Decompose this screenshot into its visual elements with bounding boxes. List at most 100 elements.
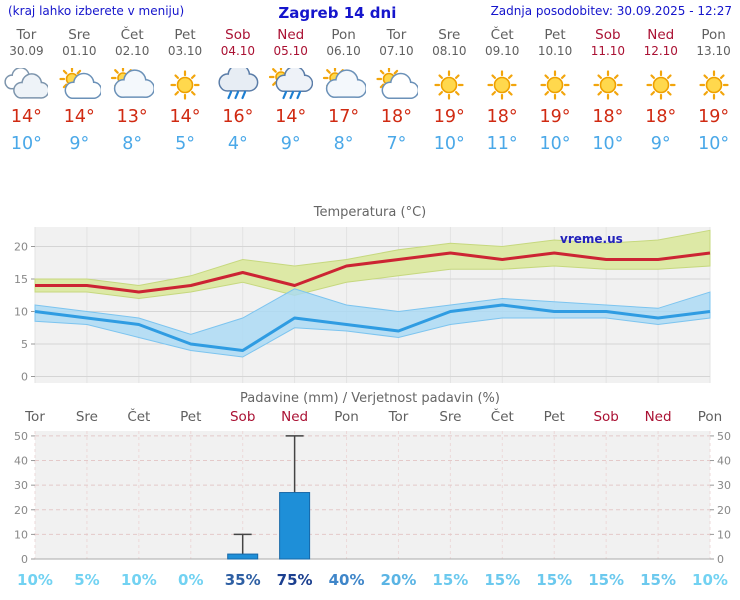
- temp-y-tick: 20: [14, 241, 28, 254]
- day-date: 09.10: [484, 44, 520, 58]
- day-date: 03.10: [167, 44, 203, 58]
- precip-y-tick-left: 40: [14, 455, 28, 468]
- day-date: 12.10: [643, 44, 678, 58]
- precip-day-label: Ned: [281, 409, 308, 425]
- precip-probability: 75%: [277, 571, 313, 589]
- day-date: 30.09: [9, 44, 44, 58]
- precipitation-section: Padavine (mm) / Verjetnost padavin (%) T…: [0, 390, 740, 593]
- day-min-temp: 5°: [175, 134, 195, 154]
- tmin-line: [34, 303, 711, 352]
- day-max-temp: 18°: [592, 107, 624, 127]
- precip-day-label: Sob: [593, 409, 618, 425]
- precipitation-chart-title: Padavine (mm) / Verjetnost padavin (%): [240, 391, 500, 406]
- precip-y-tick-left: 50: [14, 430, 28, 443]
- page-header: (kraj lahko izberete v meniju) Zagreb 14…: [0, 0, 740, 22]
- precip-y-tick-left: 30: [14, 479, 28, 492]
- precip-day-label: Ned: [645, 409, 672, 425]
- day-name: Ned: [277, 27, 305, 43]
- precip-day-label: Pet: [180, 409, 201, 425]
- precip-y-tick-right: 30: [717, 479, 731, 492]
- day-name: Tor: [386, 27, 407, 43]
- day-name: Sre: [438, 27, 461, 43]
- precip-y-tick-left: 20: [14, 504, 28, 517]
- precip-y-tick-right: 0: [717, 553, 724, 566]
- day-name: Sob: [595, 27, 621, 43]
- day-column: Sre 08.10 19° 10°: [423, 27, 476, 154]
- day-min-temp: 7°: [386, 134, 407, 154]
- day-min-temp: 8°: [122, 134, 143, 154]
- precipitation-chart: Tor Sre Čet Pet Sob Ned Pon Tor Sre Čet Pet Sob Ned P…: [14, 407, 731, 589]
- day-column: Sob 11.10 18° 10°: [581, 27, 634, 154]
- partly-cloudy-icon: [59, 68, 102, 99]
- day-date: 10.10: [537, 44, 573, 58]
- temp-y-tick: 10: [14, 306, 28, 319]
- menu-hint: (kraj lahko izberete v meniju): [8, 4, 185, 18]
- day-date: 01.10: [62, 44, 97, 58]
- temp-y-tick: 0: [21, 371, 28, 384]
- precip-probability: 40%: [329, 571, 365, 589]
- day-max-temp: 14°: [63, 107, 95, 127]
- precip-day-label: Sre: [439, 409, 461, 425]
- day-column: Pet 10.10 19° 10°: [529, 27, 582, 154]
- sunny-icon: [698, 70, 729, 100]
- precip-probability: 15%: [536, 571, 572, 589]
- day-max-temp: 13°: [116, 107, 148, 127]
- temperature-section: Temperatura (°C) 0 5 10 15 20 vreme.us: [0, 204, 740, 387]
- precip-y-tick-right: 50: [717, 430, 731, 443]
- precip-probability: 15%: [640, 571, 676, 589]
- day-name: Pon: [701, 27, 726, 43]
- precip-y-tick-left: 10: [14, 528, 28, 541]
- precip-day-label: Sob: [230, 409, 255, 425]
- sunny-icon: [487, 70, 517, 100]
- day-max-temp: 18°: [486, 107, 518, 127]
- day-max-temp: 18°: [380, 107, 412, 127]
- day-name: Sob: [225, 27, 251, 43]
- day-name: Pet: [174, 27, 196, 43]
- sunny-icon: [540, 70, 570, 100]
- day-column: Pet 03.10 14° 5°: [159, 27, 212, 154]
- day-column: Tor 30.09 14° 10°: [0, 27, 53, 154]
- precip-probability: 15%: [588, 571, 624, 589]
- rain-icon: [218, 68, 259, 100]
- mostly-cloudy-icon: [322, 68, 366, 98]
- day-column: Pon 06.10 17° 8°: [317, 27, 370, 154]
- sunny-icon: [434, 70, 464, 100]
- day-column: Čet 09.10 18° 11°: [476, 27, 529, 154]
- day-max-temp: 14°: [275, 107, 307, 127]
- day-min-temp: 11°: [486, 134, 518, 154]
- page-title: Zagreb 14 dni: [278, 4, 397, 22]
- precip-probability: 10%: [692, 571, 728, 589]
- day-max-temp: 19°: [698, 107, 730, 127]
- last-update: Zadnja posodobitev: 30.09.2025 - 12:27: [490, 4, 732, 18]
- precip-probability: 35%: [225, 571, 261, 589]
- day-max-temp: 17°: [328, 107, 360, 127]
- temp-y-tick: 15: [14, 273, 28, 286]
- day-column: Tor 07.10 18° 7°: [370, 27, 423, 154]
- day-max-temp: 16°: [222, 107, 254, 127]
- day-min-temp: 4°: [227, 134, 248, 154]
- day-date: 05.10: [273, 44, 308, 58]
- day-date: 11.10: [590, 44, 626, 58]
- day-column: Čet 02.10 13° 8°: [106, 27, 159, 154]
- day-min-temp: 10°: [592, 134, 624, 154]
- watermark: vreme.us: [560, 232, 623, 246]
- rain-sun-icon: [268, 68, 313, 100]
- day-date: 13.10: [696, 44, 731, 58]
- precip-bar: [227, 553, 259, 560]
- precip-probability: 0%: [178, 571, 203, 589]
- mostly-cloudy-icon: [111, 68, 155, 98]
- day-column: Sob 04.10 16° 4°: [211, 27, 264, 154]
- sunny-icon: [593, 70, 623, 100]
- precip-y-tick-left: 0: [21, 553, 28, 566]
- day-min-temp: 10°: [10, 134, 42, 154]
- day-name: Pon: [331, 27, 356, 43]
- temp-y-tick: 5: [21, 338, 28, 351]
- day-name: Sre: [68, 27, 91, 43]
- tmin-range-band: [34, 288, 711, 358]
- precip-y-tick-right: 20: [717, 504, 731, 517]
- precip-probability: 5%: [74, 571, 99, 589]
- partly-cloudy-icon: [376, 68, 419, 99]
- cloudy-icon: [4, 68, 49, 99]
- sunny-icon: [646, 70, 676, 100]
- precip-day-label: Sre: [76, 409, 98, 425]
